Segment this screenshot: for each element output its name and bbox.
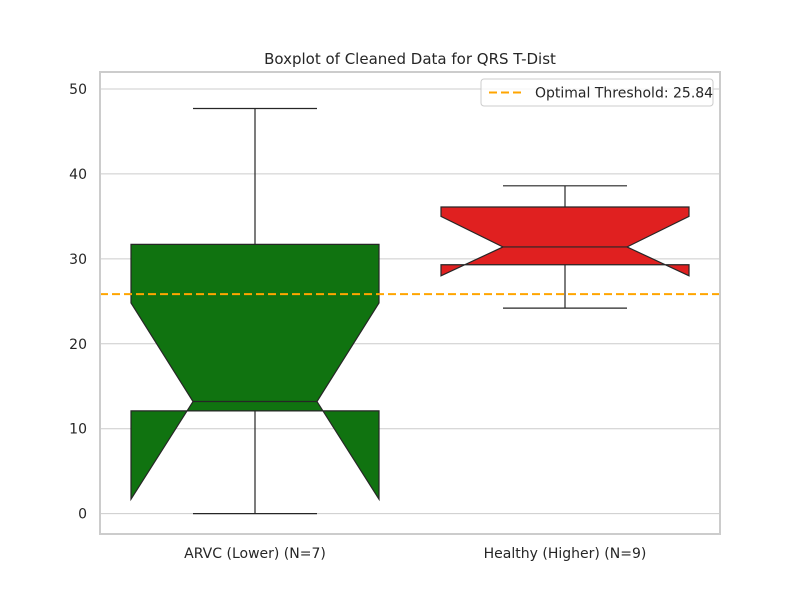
legend-threshold-label: Optimal Threshold: 25.84 bbox=[535, 86, 713, 102]
y-tick-label: 10 bbox=[69, 422, 87, 438]
y-tick-label: 50 bbox=[69, 82, 87, 98]
axes-layer: 0 10 20 30 40 50 ARVC (Lower) (N=7) Healthy (Hi… bbox=[69, 71, 721, 562]
x-tick-label: Healthy (Higher) (N=9) bbox=[484, 546, 647, 562]
x-tick-label: ARVC (Lower) (N=7) bbox=[184, 546, 326, 562]
chart-title: Boxplot of Cleaned Data for QRS T-Dist bbox=[264, 50, 556, 68]
box-group bbox=[130, 107, 380, 515]
legend-frame bbox=[480, 78, 714, 107]
box-group bbox=[440, 185, 690, 309]
y-tick-label: 30 bbox=[69, 252, 87, 268]
box-body bbox=[440, 206, 690, 277]
y-tick-label: 40 bbox=[69, 167, 87, 183]
plot-frame bbox=[99, 71, 721, 535]
y-tick-label: 20 bbox=[69, 337, 87, 353]
y-tick-label: 0 bbox=[78, 507, 87, 523]
boxes-layer bbox=[130, 107, 690, 515]
box-body bbox=[130, 243, 380, 502]
legend: Optimal Threshold: 25.84 bbox=[480, 78, 714, 107]
